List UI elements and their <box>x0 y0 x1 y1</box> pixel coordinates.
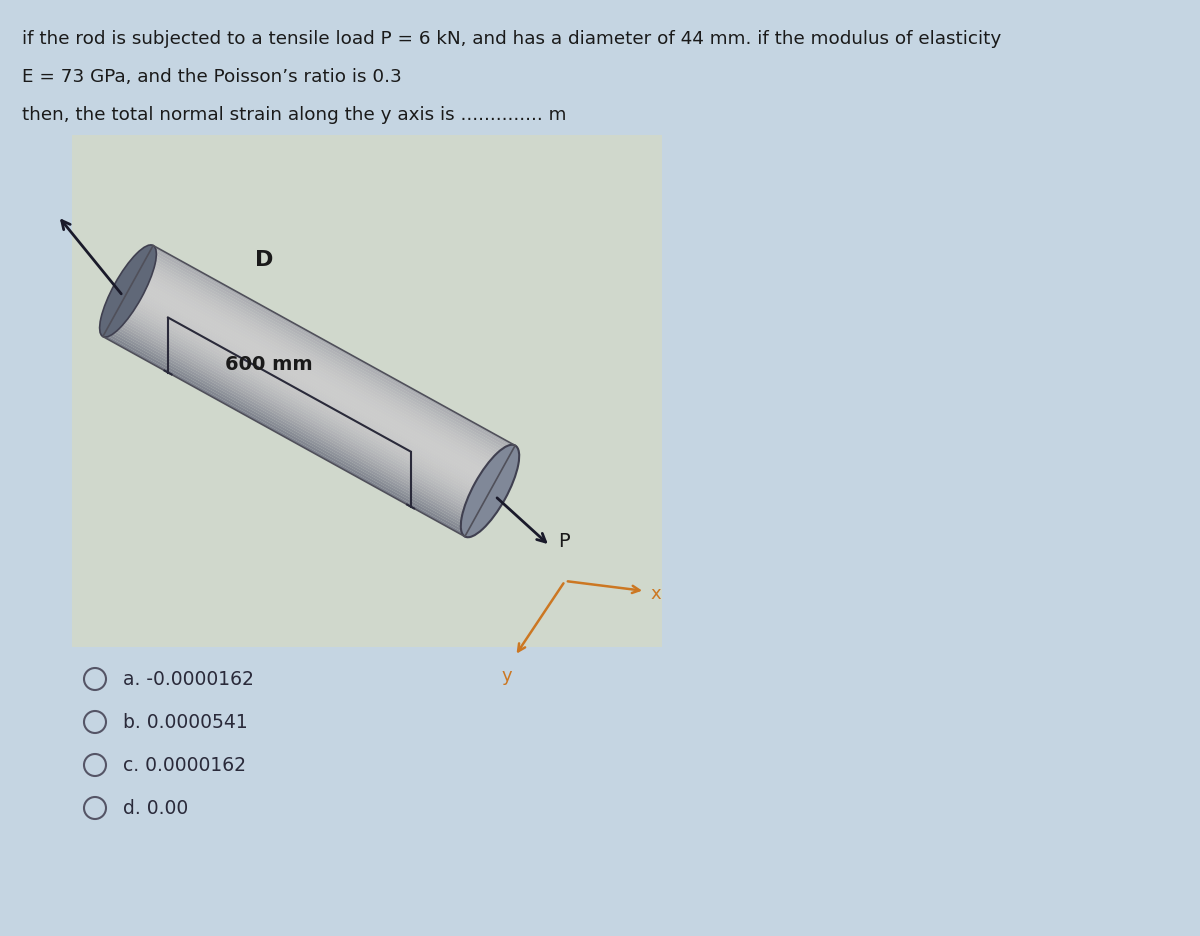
Text: d. 0.00: d. 0.00 <box>124 798 188 818</box>
Polygon shape <box>120 303 484 505</box>
Polygon shape <box>103 335 466 537</box>
Polygon shape <box>151 248 514 450</box>
Text: y: y <box>502 666 512 684</box>
Polygon shape <box>126 294 488 496</box>
Ellipse shape <box>461 446 520 537</box>
Polygon shape <box>119 305 482 507</box>
Polygon shape <box>146 256 510 458</box>
Polygon shape <box>134 278 498 480</box>
Text: P: P <box>558 532 570 551</box>
Polygon shape <box>145 257 509 460</box>
Text: E = 73 GPa, and the Poisson’s ratio is 0.3: E = 73 GPa, and the Poisson’s ratio is 0… <box>22 68 402 86</box>
Text: then, the total normal strain along the y axis is .............. m: then, the total normal strain along the … <box>22 106 566 124</box>
Polygon shape <box>139 269 503 471</box>
Polygon shape <box>107 328 470 530</box>
Polygon shape <box>130 287 492 490</box>
Polygon shape <box>113 316 476 519</box>
Ellipse shape <box>100 245 156 338</box>
Polygon shape <box>122 299 486 501</box>
Polygon shape <box>125 296 487 498</box>
Polygon shape <box>152 246 515 448</box>
Polygon shape <box>112 319 475 521</box>
Polygon shape <box>106 330 469 533</box>
Polygon shape <box>116 310 480 512</box>
Polygon shape <box>118 308 481 510</box>
Polygon shape <box>109 324 473 526</box>
Polygon shape <box>148 253 511 455</box>
Polygon shape <box>108 326 472 528</box>
Polygon shape <box>127 292 490 494</box>
Bar <box>72 136 662 648</box>
Text: b. 0.0000541: b. 0.0000541 <box>124 712 247 732</box>
Polygon shape <box>143 262 506 464</box>
Text: a. -0.0000162: a. -0.0000162 <box>124 670 254 689</box>
Polygon shape <box>133 280 497 482</box>
Text: D: D <box>254 250 272 270</box>
Polygon shape <box>137 273 500 475</box>
Polygon shape <box>110 321 474 523</box>
Polygon shape <box>132 283 496 485</box>
Polygon shape <box>104 332 467 534</box>
Polygon shape <box>115 312 479 514</box>
Polygon shape <box>121 300 485 503</box>
Polygon shape <box>140 267 504 469</box>
Text: c. 0.0000162: c. 0.0000162 <box>124 755 246 775</box>
Polygon shape <box>144 260 508 462</box>
Polygon shape <box>128 289 491 491</box>
Polygon shape <box>131 285 493 487</box>
Polygon shape <box>142 264 505 466</box>
Text: 600 mm: 600 mm <box>226 354 313 373</box>
Polygon shape <box>138 271 502 474</box>
Polygon shape <box>114 314 478 517</box>
Polygon shape <box>136 276 499 478</box>
Text: x: x <box>650 584 661 603</box>
Polygon shape <box>149 251 512 453</box>
Text: if the rod is subjected to a tensile load P = 6 kN, and has a diameter of 44 mm.: if the rod is subjected to a tensile loa… <box>22 30 1001 48</box>
